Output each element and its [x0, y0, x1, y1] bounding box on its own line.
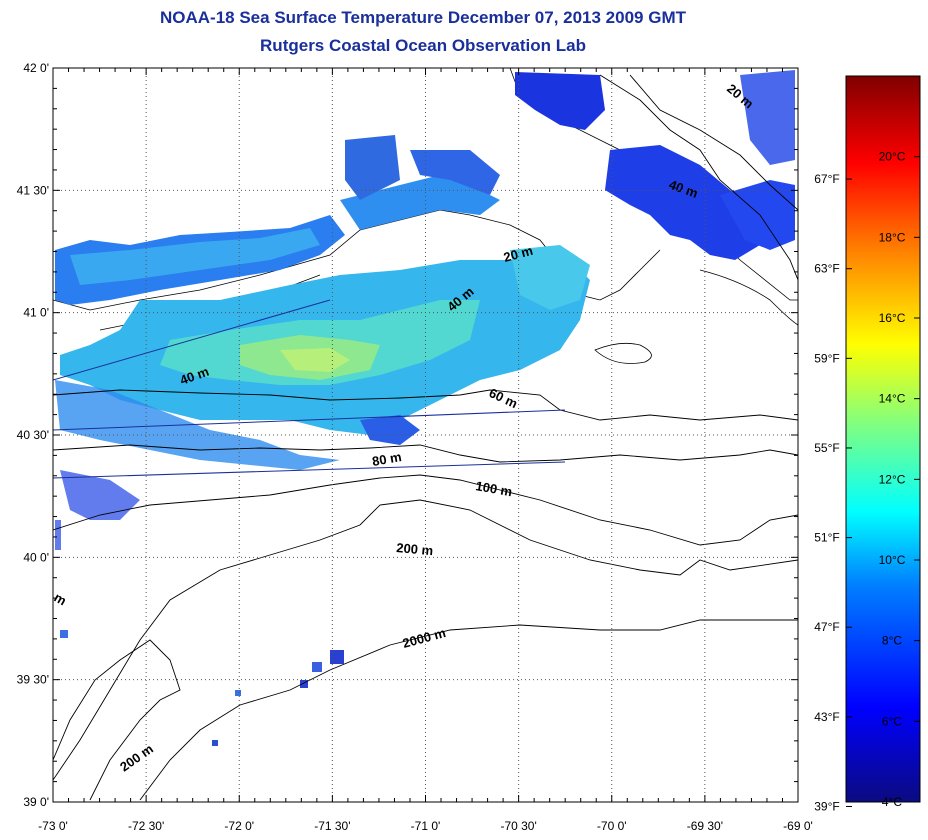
latitude-tick-label: 39 30' — [17, 673, 49, 687]
sst-data — [55, 70, 795, 746]
longitude-tick-label: -69 0' — [783, 819, 813, 833]
longitude-tick-label: -70 0' — [597, 819, 627, 833]
contour-label: 2000 m — [401, 625, 447, 651]
celsius-label: 8°C — [882, 634, 902, 648]
latitude-tick-label: 41 30' — [17, 183, 49, 197]
colorbar-ticks — [846, 156, 920, 807]
latitude-tick-label: 40 0' — [23, 550, 49, 564]
longitude-tick-label: -70 30' — [500, 819, 536, 833]
contour-label: 200 m — [117, 741, 156, 774]
longitude-tick-label: -73 0' — [38, 819, 68, 833]
celsius-label: 16°C — [879, 311, 906, 325]
fahrenheit-label: 43°F — [814, 710, 839, 724]
grid-lines — [53, 68, 798, 802]
latitude-labels: 42 0' 41 30' 41 0' 40 30' 40 0' 39 30' 39 0' — [17, 61, 49, 809]
tick-marks — [52, 67, 799, 803]
longitude-tick-label: -72 30' — [128, 819, 164, 833]
contour-label: 20 m — [502, 243, 535, 265]
colorbar — [845, 75, 921, 803]
fahrenheit-label: 39°F — [814, 799, 839, 813]
contour-label: 200 m — [396, 540, 434, 558]
celsius-label: 4°C — [882, 795, 902, 809]
scan-lines — [53, 299, 566, 479]
fahrenheit-label: 47°F — [814, 620, 839, 634]
fahrenheit-label: 55°F — [814, 441, 839, 455]
colorbar-celsius-labels: 20°C 18°C 16°C 14°C 12°C 10°C 8°C 6°C 4°C — [879, 150, 906, 809]
contour-label: 80 m — [371, 449, 403, 469]
fahrenheit-label: 59°F — [814, 351, 839, 365]
contour-label: 60 m — [487, 385, 520, 411]
fahrenheit-label: 67°F — [814, 172, 839, 186]
longitude-tick-label: -71 0' — [411, 819, 441, 833]
longitude-tick-label: -71 30' — [314, 819, 350, 833]
celsius-label: 18°C — [879, 230, 906, 244]
depth-contours — [53, 74, 798, 801]
celsius-label: 20°C — [879, 150, 906, 164]
longitude-tick-label: -72 0' — [224, 819, 254, 833]
fahrenheit-label: 63°F — [814, 262, 839, 276]
celsius-label: 10°C — [879, 553, 906, 567]
contour-label: m — [52, 590, 70, 609]
longitude-tick-label: -69 30' — [687, 819, 723, 833]
contour-label: 100 m — [474, 478, 513, 499]
latitude-tick-label: 40 30' — [17, 428, 49, 442]
celsius-label: 14°C — [879, 392, 906, 406]
map-title: NOAA-18 Sea Surface Temperature December… — [160, 8, 686, 27]
latitude-tick-label: 39 0' — [23, 795, 49, 809]
longitude-labels: -73 0' -72 30' -72 0' -71 30' -71 0' -70 30' -… — [38, 819, 813, 833]
colorbar-fahrenheit-labels: 67°F 63°F 59°F 55°F 51°F 47°F 43°F 39°F — [814, 172, 839, 813]
map-subtitle: Rutgers Coastal Ocean Observation Lab — [260, 36, 586, 55]
latitude-tick-label: 41 0' — [23, 306, 49, 320]
fahrenheit-label: 51°F — [814, 531, 839, 545]
celsius-label: 12°C — [879, 472, 906, 486]
celsius-label: 6°C — [882, 714, 902, 728]
latitude-tick-label: 42 0' — [23, 61, 49, 75]
